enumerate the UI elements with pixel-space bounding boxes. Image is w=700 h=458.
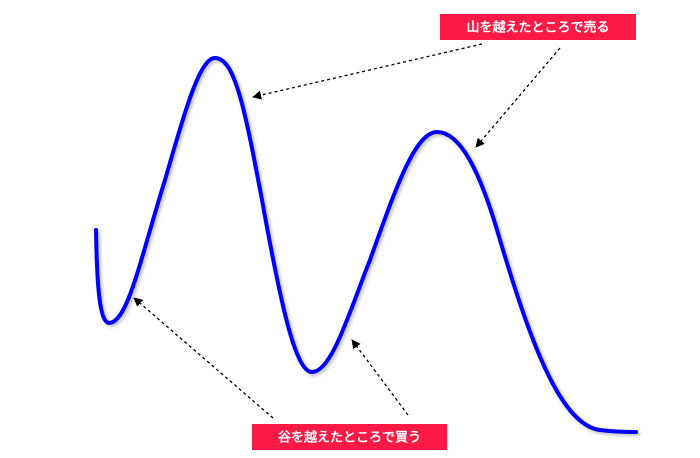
buy-label-box [252, 424, 447, 450]
arrows [133, 43, 561, 419]
wave-curve [94, 55, 638, 434]
arrow [252, 43, 483, 100]
sell-label-box [440, 14, 636, 40]
arrow [133, 297, 274, 419]
sell-label: 山を越えたところで売る [466, 20, 609, 36]
arrow [475, 47, 561, 148]
buy-label: 谷を越えたところで買う [278, 430, 421, 446]
arrow [351, 339, 409, 416]
